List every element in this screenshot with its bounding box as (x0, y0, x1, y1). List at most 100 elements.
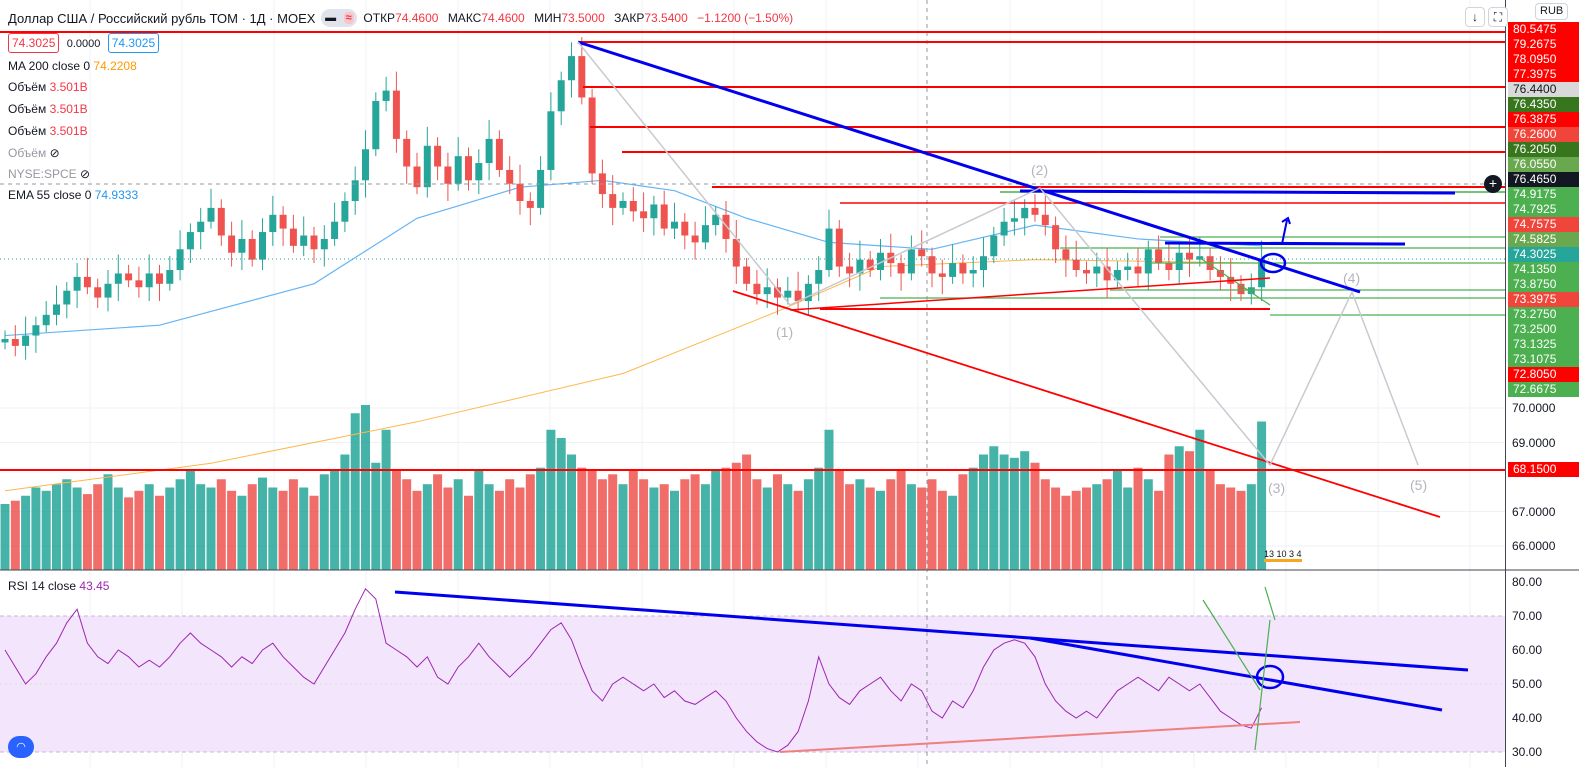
candle-body (53, 304, 60, 315)
candle-body (403, 138, 411, 167)
candle-body (104, 283, 112, 298)
drawings[interactable] (0, 31, 1505, 753)
volume-bar (958, 474, 968, 570)
legend-volume-hidden[interactable]: Объём ⊘ (8, 146, 60, 160)
volume-bar (247, 484, 257, 570)
volume-bar (886, 479, 896, 570)
volume-bar (155, 495, 164, 570)
sell-price[interactable]: 74.3025 (8, 33, 60, 53)
candle-body (1155, 249, 1163, 264)
volume-bar (536, 467, 546, 570)
candle-body (1041, 214, 1049, 226)
candle-body (341, 201, 349, 222)
volume-bar (278, 490, 288, 570)
candle-body (197, 221, 205, 233)
price-label: 74.7925 (1508, 202, 1579, 217)
volume-bar (762, 487, 772, 570)
volume-bar (608, 474, 618, 570)
volume-bar (597, 479, 607, 570)
candle-body (722, 214, 730, 239)
close-value: 73.5400 (644, 11, 688, 25)
volume-bar (453, 479, 463, 570)
compare-toggle[interactable]: ▬ ≈ (321, 9, 358, 27)
volume-bar (556, 438, 566, 570)
candle-body (135, 280, 143, 288)
candle-body (1258, 259, 1266, 288)
volume-bar (216, 479, 226, 570)
candle-body (568, 56, 575, 81)
candle-body (228, 235, 236, 253)
volume-bar (948, 495, 958, 570)
candle-body (1186, 252, 1193, 260)
rsi-tick: 60.00 (1512, 643, 1543, 657)
volume-bar (82, 494, 92, 570)
eye-off-icon[interactable]: ⊘ (49, 146, 60, 160)
legend-ema55[interactable]: EMA 55 close 0 74.9333 (8, 188, 138, 202)
legend-label: EMA 55 close 0 (8, 188, 92, 202)
scroll-down-button[interactable]: ↓ (1465, 7, 1485, 27)
legend-volume[interactable]: Объём 3.501B (8, 102, 88, 116)
candle-body (1124, 266, 1132, 270)
price-label: 76.4650 (1508, 172, 1579, 187)
legend-rsi[interactable]: RSI 14 close 43.45 (8, 579, 109, 593)
price-label: 76.0550 (1508, 157, 1579, 172)
economic-events[interactable]: 13 10 3 4 (1264, 549, 1302, 562)
price-tick: 70.0000 (1512, 401, 1556, 415)
legend-ma200[interactable]: MA 200 close 0 74.2208 (8, 59, 137, 73)
ema55-line (4, 179, 1262, 337)
candle-body (1062, 249, 1070, 260)
wave-label: (2) (1031, 162, 1049, 178)
candle-body (300, 235, 308, 246)
volume-bar (1246, 484, 1256, 570)
volume-bar (494, 490, 504, 570)
candle-body (928, 256, 936, 274)
candle-body (640, 211, 648, 219)
candle-body (362, 149, 369, 181)
candle-body (701, 225, 709, 243)
volume-bar (525, 474, 535, 570)
volume-bar (742, 454, 752, 570)
candle-body (176, 249, 184, 270)
candle-body (743, 266, 751, 284)
quote-boxes: 74.3025 0.0000 74.3025 (8, 33, 160, 53)
eye-off-icon[interactable]: ⊘ (80, 167, 91, 181)
volume-bar (876, 490, 885, 570)
fullscreen-button[interactable]: ⛶ (1488, 7, 1508, 27)
price-label: 73.3975 (1508, 292, 1579, 307)
candle-body (434, 145, 442, 167)
volume-bar (1205, 471, 1215, 570)
candle-body (856, 259, 864, 274)
volume-bar (0, 504, 10, 570)
volume-bar (639, 479, 649, 570)
price-label-level: 68.1500 (1508, 462, 1579, 477)
tradingview-logo[interactable]: ◠ (8, 736, 34, 758)
rsi-tick: 50.00 (1512, 677, 1543, 691)
volume-bar (62, 479, 72, 570)
currency-button[interactable]: RUB (1535, 3, 1569, 20)
wave-label: (3) (1268, 480, 1286, 496)
volume-bar (567, 454, 576, 570)
legend-label: MA 200 close 0 (8, 59, 91, 73)
candle-body (1, 339, 9, 343)
symbol-title[interactable]: Доллар США / Российский рубль ТОМ · 1Д ·… (8, 10, 316, 26)
candle-body (42, 314, 50, 326)
candle-body (94, 287, 102, 298)
candle-body (990, 235, 998, 257)
wave-label: (5) (1410, 477, 1428, 493)
legend-volume[interactable]: Объём 3.501B (8, 124, 88, 138)
volume-bar (577, 467, 587, 570)
minus-icon: ▬ (325, 12, 337, 24)
add-plus-icon[interactable]: + (1484, 175, 1502, 193)
legend-spce-hidden[interactable]: NYSE:SPCE ⊘ (8, 167, 90, 181)
volume-bar (474, 471, 484, 570)
candle-body (238, 238, 246, 253)
legend-volume[interactable]: Объём 3.501B (8, 80, 88, 94)
volume-bar (1226, 487, 1236, 570)
candle-body (331, 221, 339, 239)
price-label: 76.2600 (1508, 127, 1579, 142)
candle-body (207, 207, 215, 222)
high-value: 74.4600 (481, 11, 525, 25)
candle-body (980, 256, 987, 270)
buy-price[interactable]: 74.3025 (107, 33, 160, 53)
